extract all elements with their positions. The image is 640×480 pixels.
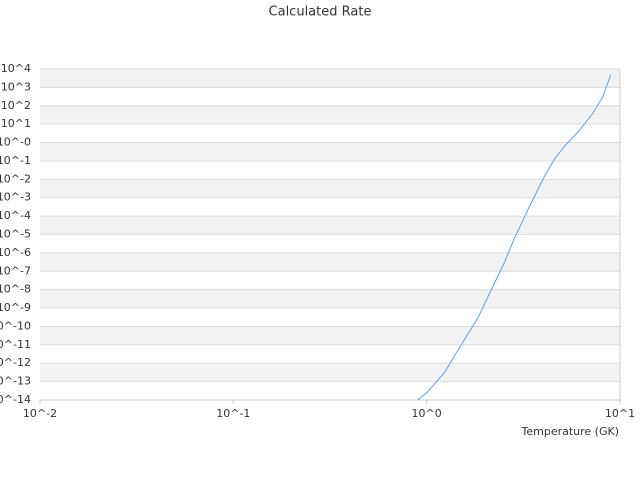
x-tick-label: 10^1 (605, 407, 635, 420)
x-tick-label: 10^-1 (216, 407, 250, 420)
y-tick-label: 10^2 (1, 99, 31, 112)
x-axis-label: Temperature (GK) (521, 425, 620, 438)
grid-band (40, 326, 620, 345)
y-tick-label: 10^-0 (0, 136, 31, 149)
y-tick-label: 10^3 (1, 80, 31, 93)
y-tick-label: 10^-14 (0, 393, 31, 406)
grid-band (40, 216, 620, 235)
grid-band (40, 252, 620, 272)
y-tick-label: 10^-3 (0, 191, 31, 204)
y-tick-label: 10^-1 (0, 154, 31, 167)
y-tick-label: 10^-9 (0, 301, 31, 314)
y-tick-label: 10^-7 (0, 264, 31, 277)
y-tick-label: 10^-2 (0, 172, 31, 185)
y-tick-label: 10^-10 (0, 319, 31, 332)
grid-band (40, 363, 620, 382)
x-tick-label: 10^-2 (23, 407, 57, 420)
y-tick-label: 10^-5 (0, 228, 31, 241)
y-tick-label: 10^-11 (0, 338, 31, 351)
y-tick-label: 10^-12 (0, 356, 31, 369)
chart-title: Calculated Rate (269, 5, 372, 20)
y-tick-label: 10^-6 (0, 246, 31, 259)
y-tick-label: 10^4 (1, 62, 31, 75)
y-tick-label: 10^-8 (0, 283, 31, 296)
y-tick-label: 10^1 (1, 117, 31, 130)
series-line (417, 74, 612, 401)
x-tick-label: 10^0 (412, 407, 442, 420)
grid-band (40, 105, 620, 125)
grid-band (40, 69, 620, 88)
grid-band (40, 179, 620, 198)
grid-band (40, 142, 620, 161)
y-tick-label: 10^-4 (0, 209, 31, 222)
y-tick-label: 10^-13 (0, 375, 31, 388)
grid-band (40, 289, 620, 309)
